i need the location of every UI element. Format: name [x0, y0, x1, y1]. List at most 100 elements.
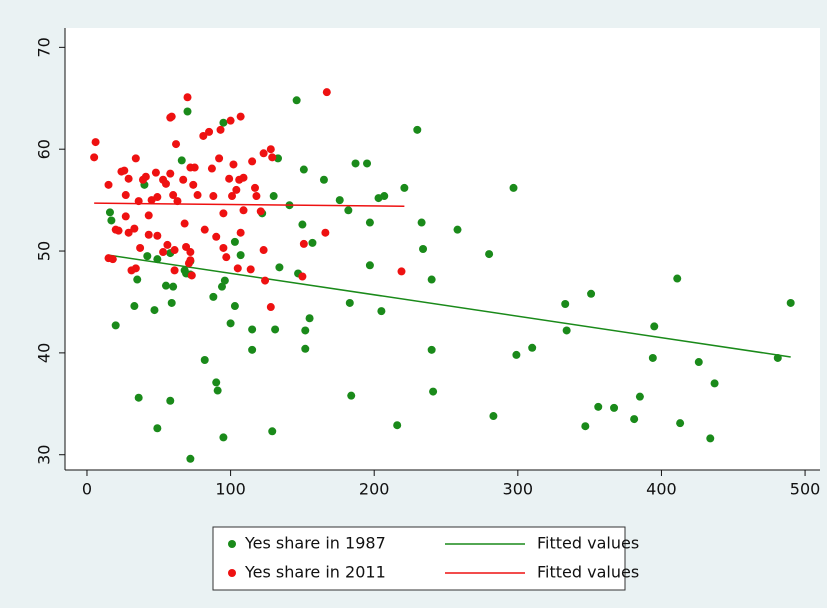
point	[528, 343, 537, 352]
point	[710, 379, 719, 388]
point	[107, 216, 116, 225]
point	[166, 169, 175, 178]
point	[453, 225, 462, 234]
legend-label: Fitted values	[537, 534, 639, 553]
point	[169, 191, 178, 200]
point	[219, 433, 228, 442]
legend-box	[212, 526, 626, 591]
point	[229, 160, 238, 169]
point	[236, 112, 245, 121]
point	[271, 325, 280, 334]
point	[159, 248, 168, 257]
point	[365, 261, 374, 270]
point	[190, 163, 199, 172]
point	[298, 272, 307, 281]
point	[133, 275, 142, 284]
point	[167, 112, 176, 121]
point	[233, 264, 242, 273]
point	[230, 237, 239, 246]
point	[124, 174, 133, 183]
point	[299, 239, 308, 248]
y-tick-label: 40	[35, 343, 54, 363]
point	[217, 282, 226, 291]
point	[676, 419, 685, 428]
point	[170, 246, 179, 255]
point	[180, 219, 189, 228]
point	[186, 454, 195, 463]
point	[193, 191, 202, 200]
point	[199, 131, 208, 140]
x-tick-label: 200	[359, 480, 390, 499]
point	[212, 378, 221, 387]
point	[104, 180, 113, 189]
point	[248, 345, 257, 354]
point	[222, 253, 231, 262]
point	[186, 248, 195, 257]
point	[170, 266, 179, 275]
point	[673, 274, 682, 283]
point	[212, 232, 221, 241]
point	[587, 289, 596, 298]
point	[120, 166, 129, 175]
point	[219, 243, 228, 252]
legend-label: Fitted values	[537, 563, 639, 582]
point	[219, 209, 228, 218]
x-tick-label: 500	[790, 480, 821, 499]
point	[228, 192, 237, 201]
legend-marker	[228, 540, 236, 548]
point	[298, 220, 307, 229]
point	[248, 157, 257, 166]
point	[268, 427, 277, 436]
point	[91, 138, 100, 147]
point	[150, 306, 159, 315]
point	[335, 196, 344, 205]
point	[105, 208, 114, 217]
point	[266, 303, 275, 312]
y-tick-label: 70	[35, 37, 54, 57]
point	[397, 267, 406, 276]
x-tick-label: 100	[215, 480, 246, 499]
point	[205, 127, 214, 136]
x-tick-label: 0	[82, 480, 92, 499]
point	[220, 276, 229, 285]
point	[380, 192, 389, 201]
point	[124, 228, 133, 237]
point	[252, 192, 261, 201]
point	[130, 302, 139, 311]
point	[239, 206, 248, 215]
point	[121, 191, 130, 200]
point	[427, 345, 436, 354]
point	[172, 140, 181, 149]
point	[153, 255, 162, 264]
point	[166, 396, 175, 405]
point	[183, 93, 192, 102]
point	[363, 159, 372, 168]
legend-label: Yes share in 2011	[244, 563, 386, 582]
point	[266, 145, 275, 154]
point	[393, 421, 402, 430]
point	[400, 183, 409, 192]
point	[207, 164, 216, 173]
point	[114, 226, 123, 235]
point	[200, 225, 209, 234]
point	[226, 319, 235, 328]
point	[131, 264, 140, 273]
point	[275, 263, 284, 272]
point	[344, 206, 353, 215]
point	[299, 165, 308, 174]
point	[786, 298, 795, 307]
point	[259, 246, 268, 255]
point	[151, 168, 160, 177]
point	[226, 116, 235, 125]
point	[256, 207, 265, 216]
point	[200, 356, 209, 365]
point	[189, 180, 198, 189]
y-tick-label: 60	[35, 139, 54, 159]
point	[419, 245, 428, 253]
point	[319, 175, 328, 184]
point	[90, 153, 99, 162]
point	[351, 159, 360, 168]
point	[377, 307, 386, 316]
point	[219, 118, 228, 127]
